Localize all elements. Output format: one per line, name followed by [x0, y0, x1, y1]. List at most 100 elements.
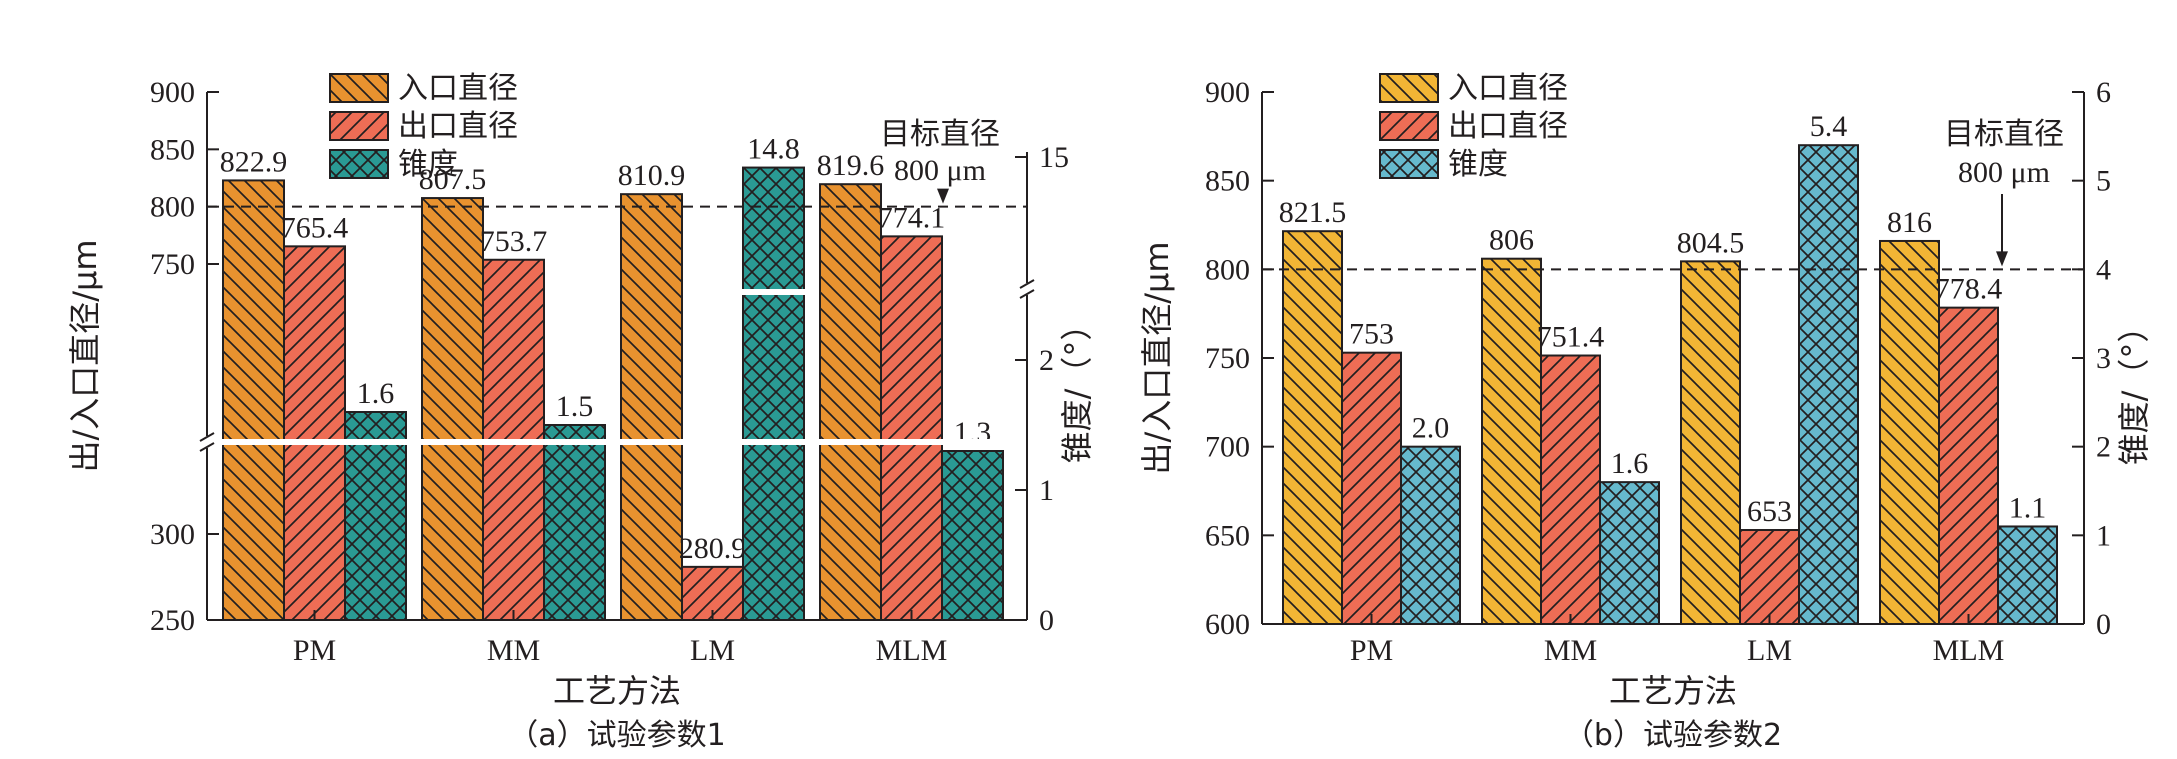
legend-label: 入口直径: [1448, 71, 1568, 106]
bar: [1798, 144, 1859, 625]
legend-label: 出口直径: [398, 109, 518, 144]
bar: [222, 179, 285, 622]
y2-axis-title: 锥度/（°）: [2115, 311, 2153, 466]
data-label: 810.9: [618, 159, 686, 192]
axis-break-gap: [209, 439, 1025, 445]
data-label: 804.5: [1677, 226, 1745, 259]
bar: [283, 245, 346, 621]
left-ticks: 600 650 700 750 800 850 900: [1205, 76, 1274, 641]
data-label: 807.5: [419, 163, 487, 196]
bars: 822.9 765.4 1.6 807.5 753.7 1.5 810.9 280.9 14.8…: [220, 133, 1004, 622]
data-label: 806: [1489, 224, 1534, 257]
bar: [344, 411, 407, 621]
data-label: 822.9: [220, 145, 288, 178]
y-tick-label: 900: [1205, 76, 1250, 109]
bar: [1680, 260, 1741, 625]
legend-swatch: [329, 73, 389, 103]
y-tick-label: 900: [150, 76, 195, 109]
y2-tick-label: 1: [2096, 519, 2111, 552]
y-axis-title: 出/入口直径/μm: [1138, 241, 1176, 474]
bar: [421, 197, 484, 621]
bar: [1481, 257, 1542, 625]
panel-caption: （a）试验参数1: [508, 718, 725, 753]
legend-label: 锥度: [1448, 147, 1508, 182]
data-label: 821.5: [1279, 196, 1347, 229]
x-tick-label: PM: [1350, 634, 1393, 667]
bar: [742, 166, 805, 621]
y-tick-label: 850: [150, 133, 195, 166]
x-ticks: PM MM LM MLM: [293, 610, 948, 667]
y2-tick-label: 1: [1039, 474, 1054, 507]
data-label: 2.0: [1412, 412, 1450, 445]
bar: [1879, 239, 1940, 626]
x-axis-title: 工艺方法: [553, 672, 681, 710]
bar: [1341, 351, 1402, 625]
bar: [1540, 354, 1601, 625]
data-label: 753.7: [480, 225, 548, 258]
panel-caption: （b）试验参数2: [1564, 718, 1782, 753]
y2-tick-label: 15: [1039, 141, 1069, 174]
y-tick-label: 800: [150, 191, 195, 224]
legend-swatch: [329, 111, 389, 141]
right-ticks: 0 1 2 15: [1015, 141, 1069, 637]
y2-tick-label: 0: [2096, 608, 2111, 641]
data-label: 1.6: [1611, 447, 1649, 480]
bar: [819, 183, 882, 622]
y-tick-label: 250: [150, 604, 195, 637]
bar: [1739, 529, 1800, 625]
x-tick-label: MM: [487, 634, 540, 667]
reference-label: 目标直径: [1944, 117, 2064, 152]
left-ticks: 250 300 750 800 850 900: [150, 76, 219, 637]
bar: [880, 235, 943, 621]
y2-tick-label: 5: [2096, 165, 2111, 198]
data-label: 753: [1349, 318, 1394, 351]
data-label: 653: [1747, 495, 1792, 528]
bar: [941, 450, 1004, 621]
x-tick-label: LM: [1747, 634, 1792, 667]
axis-break-mark: [199, 442, 215, 452]
reference-label: 目标直径: [880, 117, 1000, 152]
y-tick-label: 750: [150, 248, 195, 281]
y2-axis-title: 锥度/（°）: [1058, 309, 1096, 464]
data-label: 1.5: [556, 390, 594, 423]
y2-tick-label: 0: [1039, 604, 1054, 637]
data-label: 816: [1887, 206, 1932, 239]
bar: [1938, 306, 1999, 625]
y2-tick-label: 4: [2096, 253, 2111, 286]
reference-value-label: 800 μm: [894, 154, 986, 187]
legend-swatch: [1379, 111, 1439, 141]
chart-panel-b: 821.57532.0806751.41.6804.56535.4816778.…: [1138, 71, 2153, 753]
y-tick-label: 300: [150, 518, 195, 551]
x-axis-title: 工艺方法: [1609, 672, 1737, 710]
axis-break-mark: [199, 432, 215, 442]
bar: [543, 424, 606, 621]
legend-label: 锥度: [398, 147, 458, 182]
reference-value-label: 800 μm: [1958, 156, 2050, 189]
y2-tick-label: 3: [2096, 342, 2111, 375]
data-label: 280.9: [679, 532, 747, 565]
legend-label: 出口直径: [1448, 109, 1568, 144]
reference-arrow-head: [937, 188, 949, 204]
data-label: 5.4: [1810, 110, 1848, 143]
axis-break-gap: [742, 289, 805, 295]
bar: [1400, 445, 1461, 625]
x-tick-label: MLM: [876, 634, 948, 667]
x-ticks: PM MM LM MLM: [1350, 614, 2005, 667]
axis-break-mark: [1019, 279, 1035, 289]
y-tick-label: 600: [1205, 608, 1250, 641]
data-label: 1.1: [2009, 491, 2047, 524]
legend-label: 入口直径: [398, 71, 518, 106]
data-label: 778.4: [1935, 273, 2003, 306]
data-label: 819.6: [817, 149, 885, 182]
data-label: 751.4: [1537, 321, 1605, 354]
y-tick-label: 700: [1205, 431, 1250, 464]
chart-panel-a: 822.9 765.4 1.6 807.5 753.7 1.5 810.9 280.9 14.8…: [66, 71, 1096, 753]
y2-tick-label: 6: [2096, 76, 2111, 109]
axis-break-mark: [1019, 289, 1035, 299]
x-tick-label: MLM: [1933, 634, 2005, 667]
bar: [1599, 481, 1660, 625]
data-label: 765.4: [281, 211, 349, 244]
